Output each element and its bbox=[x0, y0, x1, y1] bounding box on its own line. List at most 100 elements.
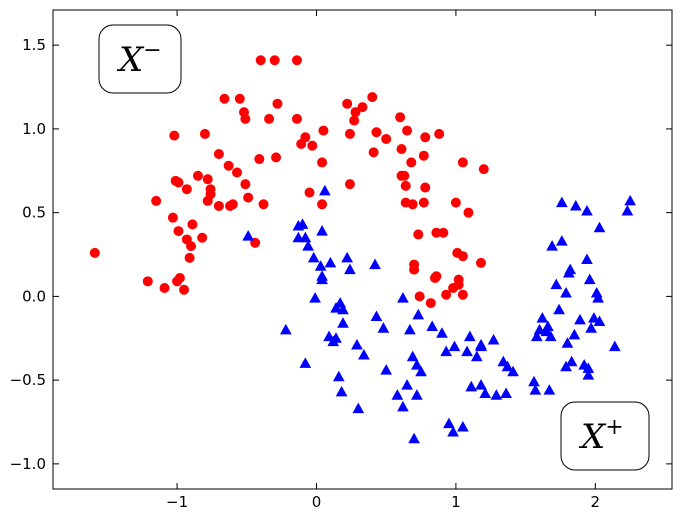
triangle-point bbox=[323, 330, 335, 342]
circle-point bbox=[192, 170, 203, 181]
triangle-point bbox=[330, 302, 342, 313]
triangle-point bbox=[337, 317, 349, 328]
circle-point bbox=[227, 199, 238, 210]
triangle-point bbox=[574, 313, 586, 325]
circle-point bbox=[317, 199, 328, 210]
circle-point bbox=[300, 132, 311, 143]
triangle-point bbox=[479, 387, 492, 399]
circle-point bbox=[344, 128, 355, 139]
circle-point bbox=[478, 164, 489, 175]
circle-point bbox=[349, 115, 360, 126]
circle-point bbox=[173, 226, 184, 237]
circle-point bbox=[199, 128, 210, 139]
triangle-point bbox=[436, 327, 448, 338]
triangle-point bbox=[370, 310, 383, 321]
circle-point bbox=[202, 174, 213, 185]
triangle-point bbox=[556, 196, 568, 208]
triangle-point bbox=[560, 287, 572, 298]
circle-point bbox=[213, 200, 224, 211]
circle-point bbox=[307, 140, 318, 151]
triangle-point bbox=[585, 322, 597, 333]
triangle-point bbox=[553, 303, 565, 315]
circle-point bbox=[409, 264, 420, 275]
triangle-point bbox=[296, 218, 309, 229]
y-tick-label: −1.0 bbox=[10, 455, 46, 473]
circle-point bbox=[181, 184, 192, 195]
circle-point bbox=[450, 197, 461, 208]
triangle-point bbox=[465, 380, 478, 392]
x-tick-label: 0 bbox=[312, 493, 322, 511]
triangle-point bbox=[581, 253, 593, 265]
triangle-point bbox=[556, 235, 568, 246]
circle-point bbox=[186, 241, 197, 252]
triangle-point bbox=[583, 273, 596, 285]
triangle-point bbox=[569, 199, 582, 211]
triangle-point bbox=[443, 417, 455, 429]
circle-point bbox=[258, 199, 269, 210]
circle-point bbox=[169, 130, 180, 141]
circle-point bbox=[350, 107, 361, 118]
triangle-point bbox=[621, 204, 634, 216]
circle-point bbox=[434, 128, 445, 139]
x-tick-label: 1 bbox=[451, 493, 461, 511]
triangle-point bbox=[330, 332, 342, 343]
triangle-point bbox=[415, 365, 427, 377]
circle-point bbox=[243, 192, 254, 203]
triangle-point bbox=[380, 364, 393, 375]
circle-point bbox=[89, 247, 100, 258]
triangle-point bbox=[408, 432, 420, 444]
triangle-point bbox=[528, 375, 540, 387]
triangle-point bbox=[565, 355, 578, 367]
triangle-point bbox=[546, 240, 558, 251]
circle-point bbox=[173, 177, 184, 188]
triangle-point bbox=[561, 337, 574, 348]
triangle-point bbox=[593, 315, 606, 327]
triangle-point bbox=[560, 360, 572, 372]
circle-point bbox=[142, 276, 153, 287]
triangle-point bbox=[401, 379, 413, 390]
circle-point bbox=[318, 125, 329, 136]
circle-point bbox=[232, 167, 243, 178]
circle-point bbox=[367, 92, 378, 103]
triangle-point bbox=[550, 278, 563, 290]
triangle-point bbox=[335, 385, 348, 397]
triangle-point bbox=[497, 355, 510, 367]
y-tick-label: 1.0 bbox=[22, 120, 46, 138]
triangle-point bbox=[624, 194, 637, 206]
circle-point bbox=[344, 179, 355, 190]
triangle-point bbox=[470, 350, 483, 362]
circle-point bbox=[425, 298, 436, 309]
annotation-sup: − bbox=[143, 38, 161, 63]
triangle-point bbox=[369, 258, 381, 270]
triangle-point bbox=[316, 225, 328, 236]
triangle-point bbox=[352, 402, 365, 414]
triangle-point bbox=[475, 338, 487, 350]
triangle-point bbox=[397, 292, 409, 303]
circle-point bbox=[420, 182, 431, 193]
circle-point bbox=[187, 219, 198, 230]
triangle-point bbox=[592, 292, 604, 303]
y-tick-label: −0.5 bbox=[10, 371, 46, 389]
circle-point bbox=[291, 113, 302, 124]
triangle-point bbox=[377, 322, 390, 333]
triangle-point bbox=[536, 312, 549, 323]
annotation-base: X bbox=[116, 40, 145, 80]
triangle-point bbox=[351, 338, 363, 350]
triangle-point bbox=[299, 357, 312, 368]
triangle-point bbox=[309, 292, 321, 303]
triangle-point bbox=[324, 256, 337, 268]
triangle-point bbox=[358, 348, 370, 360]
plot-frame bbox=[52, 9, 673, 490]
circle-point bbox=[457, 289, 468, 300]
circle-point bbox=[223, 160, 234, 171]
triangle-point bbox=[507, 365, 519, 377]
triangle-point bbox=[457, 421, 469, 432]
circle-point bbox=[213, 149, 224, 160]
triangle-point bbox=[411, 359, 423, 370]
triangle-point bbox=[540, 325, 553, 337]
triangle-point bbox=[582, 369, 595, 380]
y-tick-label: 0.5 bbox=[22, 204, 46, 222]
triangle-point bbox=[542, 320, 554, 332]
triangle-point bbox=[501, 360, 514, 372]
triangle-point bbox=[487, 333, 500, 345]
